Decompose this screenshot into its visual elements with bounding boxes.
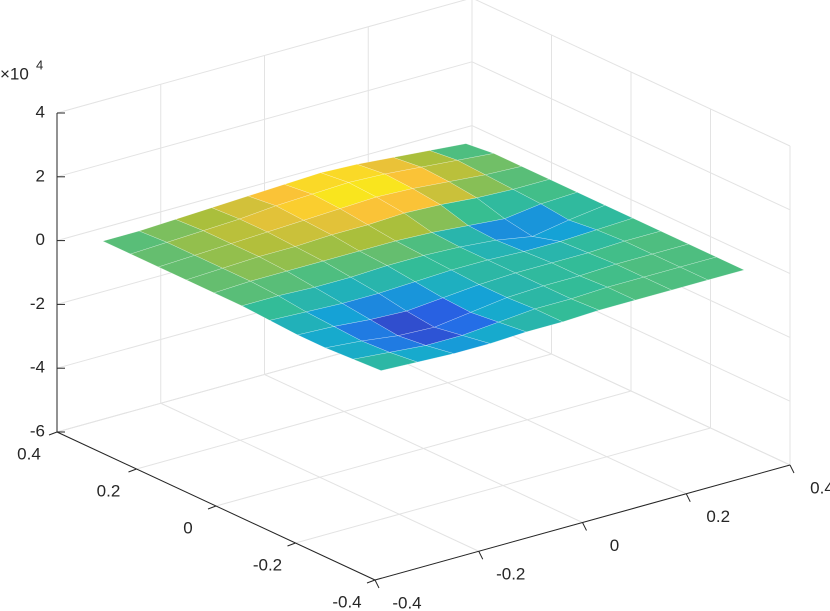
x-tick-label: -0.2 — [496, 565, 525, 584]
wall-grid-line — [475, 0, 791, 147]
y-tick — [48, 431, 58, 436]
y-tick-label: -0.2 — [253, 555, 282, 574]
z-tick-label: -4 — [30, 358, 45, 377]
wall-grid-line — [56, 61, 473, 178]
x-tick — [582, 522, 587, 531]
wall-grid-line — [471, 61, 791, 211]
z-tick-label: 4 — [36, 102, 45, 121]
z-tick-label: -6 — [30, 421, 45, 440]
y-tick-label: -0.4 — [332, 592, 361, 611]
y-tick-label: 0.2 — [97, 481, 121, 500]
x-tick — [374, 579, 380, 589]
y-tick — [207, 505, 217, 510]
z-tick-label: 2 — [36, 166, 45, 185]
floor-grid-line — [295, 427, 711, 544]
x-tick-label: 0.4 — [810, 478, 830, 497]
z-tick-label: 0 — [36, 230, 45, 249]
z-tick-label: -2 — [30, 294, 45, 313]
x-tick — [478, 551, 484, 560]
x-tick-label: 0.2 — [706, 507, 730, 526]
x-tick-label: 0 — [610, 536, 619, 555]
wall-grid-line — [471, 125, 791, 275]
y-tick — [287, 542, 296, 547]
floor-grid-line — [215, 390, 632, 507]
x-tick — [789, 464, 795, 474]
z-exponent-base: ×10 — [0, 64, 29, 83]
y-tick — [128, 468, 137, 473]
surface-face — [352, 352, 419, 371]
y-tick — [366, 579, 376, 584]
x-tick — [685, 493, 691, 502]
z-exponent-power: 4 — [36, 57, 43, 72]
y-tick-label: 0 — [183, 518, 192, 537]
y-tick-label: 0.4 — [17, 444, 41, 463]
wall-grid-line — [471, 316, 791, 466]
wall-grid-line — [56, 125, 473, 242]
floor-grid-line — [136, 353, 552, 470]
wall-grid-line — [56, 0, 467, 114]
x-tick-label: -0.4 — [392, 593, 421, 611]
